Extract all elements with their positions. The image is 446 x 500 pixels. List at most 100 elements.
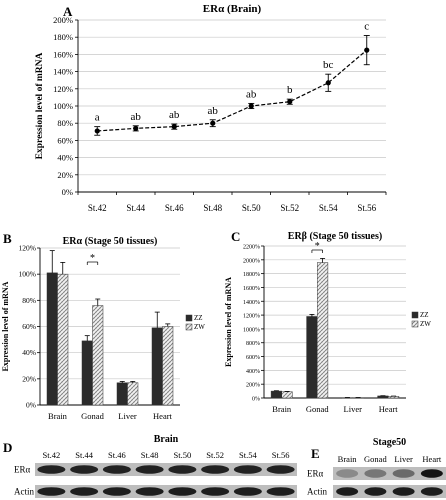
data-point-a <box>364 47 370 53</box>
data-point-a <box>325 80 331 86</box>
y-axis-label-a: Expression level of mRNA <box>35 53 45 160</box>
significance-letter-a: ab <box>131 111 142 123</box>
y-tick-label-a: 20% <box>57 170 73 180</box>
y-tick-label: 800% <box>246 341 260 347</box>
y-tick-label: 1400% <box>243 300 260 306</box>
blot-row-label: Actin <box>14 487 34 497</box>
y-tick-label: 400% <box>246 369 260 375</box>
significance-letter-a: ab <box>169 109 180 121</box>
panel-label: B <box>3 231 12 246</box>
chart-title-a: ERα (Brain) <box>203 3 262 15</box>
significance-asterisk: * <box>315 241 320 252</box>
y-tick-label-a: 0% <box>62 187 73 197</box>
panel-label: E <box>311 446 320 461</box>
blot-band <box>135 465 164 474</box>
y-tick-label-a: 200% <box>53 15 73 25</box>
blot-band <box>201 465 230 474</box>
blot-band <box>168 487 197 496</box>
bar-zz <box>81 340 93 406</box>
blot-band <box>37 487 66 496</box>
blot-row-label: ERα <box>14 465 31 475</box>
data-point-a <box>133 125 139 131</box>
y-tick-label-a: 40% <box>57 153 73 163</box>
significance-letter-a: a <box>95 112 100 124</box>
bar-zw <box>127 382 139 406</box>
y-tick-label: 80% <box>22 296 36 305</box>
panel-c-chart: C ERβ (Stage 50 tissues) 0% 200% 400% 600% 800… <box>224 229 431 414</box>
bar-zz <box>377 395 389 399</box>
blot-lane-label: Heart <box>422 454 442 464</box>
y-tick-label-a: 160% <box>53 49 73 59</box>
x-tick-label: Brain <box>272 404 292 414</box>
x-tick-label-a: St.56 <box>357 203 376 213</box>
y-tick-label: 200% <box>246 383 260 389</box>
significance-letter-a: bc <box>323 59 334 71</box>
data-point-a <box>210 120 216 126</box>
bar-zz <box>270 390 283 399</box>
panel-b-chart: B ERα (Stage 50 tissues) 0% 20% 40% 60% 80% 100… <box>1 231 205 421</box>
blot-membrane <box>35 463 297 476</box>
y-tick-label: 2000% <box>243 258 260 264</box>
x-tick-label: Heart <box>153 411 173 421</box>
blot-band <box>364 487 387 496</box>
data-point-a <box>287 99 293 105</box>
blot-title: Brain <box>154 434 179 445</box>
data-point-a <box>94 128 100 134</box>
y-axis-label: Expression level of mRNA <box>224 277 233 367</box>
y-tick-label: 40% <box>22 348 36 357</box>
bar-zz <box>46 272 58 406</box>
panel-a-chart: A ERα (Brain) 0% 20% 40% 60% 80% 100% 120% 140% 16… <box>35 3 387 213</box>
blot-lane-label: St.52 <box>206 450 224 460</box>
panel-e-blot: E Stage50 Brain Gonad Liver Heart ERα Actin <box>307 437 446 498</box>
y-tick-label: 100% <box>19 270 37 279</box>
legend-swatch <box>411 311 419 319</box>
y-tick-label-a: 120% <box>53 84 73 94</box>
y-tick-label-a: 100% <box>53 101 73 111</box>
bar-zw <box>162 326 174 406</box>
x-tick-label-a: St.46 <box>165 203 184 213</box>
x-tick-label-a: St.54 <box>319 203 338 213</box>
x-tick-label: Brain <box>48 411 68 421</box>
blot-lane-label: St.56 <box>272 450 290 460</box>
significance-letter-a: ab <box>246 88 257 100</box>
legend-swatch <box>185 323 193 331</box>
y-tick-label: 1200% <box>243 314 260 320</box>
panel-d-blot: D Brain St.42 St.44 St.46 St.48 St.50 St.52 St.5… <box>3 434 297 498</box>
blot-lane-label: St.54 <box>239 450 257 460</box>
bar-zw <box>388 396 400 399</box>
panel-label-a: A <box>63 4 73 19</box>
y-axis-label: Expression level of mRNA <box>1 281 10 371</box>
y-tick-label: 60% <box>22 322 36 331</box>
y-tick-label: 1600% <box>243 286 260 292</box>
bar-zz <box>306 316 318 399</box>
y-tick-label: 2200% <box>243 245 260 251</box>
blot-band <box>135 487 164 496</box>
blot-membrane <box>333 467 446 480</box>
blot-row-label: ERα <box>307 469 324 479</box>
x-tick-label: Gonad <box>306 404 329 414</box>
blot-band <box>233 487 262 496</box>
blot-title: Stage50 <box>373 437 406 448</box>
x-tick-label-a: St.42 <box>88 203 107 213</box>
panel-label: C <box>231 229 240 244</box>
series-line-a <box>97 49 368 132</box>
blot-lane-label: Gonad <box>364 454 387 464</box>
blot-band <box>336 487 359 496</box>
y-tick-label: 20% <box>22 374 36 383</box>
blot-band <box>266 487 295 496</box>
bar-zw <box>92 305 104 406</box>
y-tick-label: 1800% <box>243 272 260 278</box>
chart-title: ERβ (Stage 50 tissues) <box>288 231 382 242</box>
blot-row-label: Actin <box>307 487 327 497</box>
y-tick-label: 600% <box>246 355 260 361</box>
blot-band <box>168 465 197 474</box>
data-point-a <box>248 103 254 109</box>
blot-lane-label: St.48 <box>141 450 159 460</box>
legend-label: ZW <box>420 320 431 328</box>
y-tick-label-a: 80% <box>57 118 73 128</box>
blot-band <box>233 465 262 474</box>
y-tick-label-a: 140% <box>53 67 73 77</box>
bar-zz <box>116 382 128 406</box>
blot-band <box>336 469 359 478</box>
